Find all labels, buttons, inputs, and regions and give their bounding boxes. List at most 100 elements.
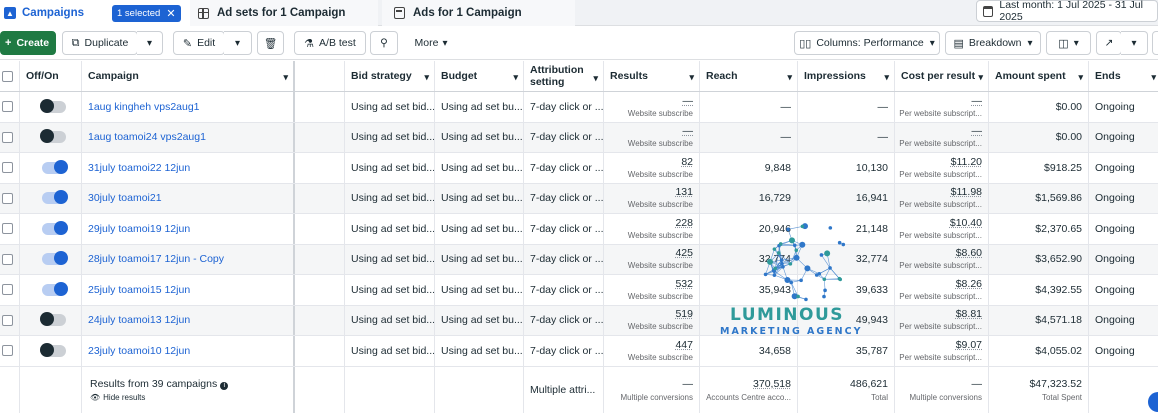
ends-cell: Ongoing — [1089, 214, 1158, 244]
reports-icon: ◫ — [1058, 37, 1069, 50]
results-value: 228 — [675, 216, 693, 229]
edit-dropdown-button[interactable] — [224, 31, 252, 55]
clear-selection-icon[interactable]: ✕ — [166, 7, 176, 20]
campaign-toggle[interactable] — [40, 98, 66, 113]
col-amount-spent[interactable]: Amount spent ▾ — [989, 61, 1089, 91]
ends-cell: Ongoing — [1089, 153, 1158, 183]
row-toggle-cell — [20, 244, 82, 274]
row-checkbox[interactable] — [2, 284, 13, 296]
table-row[interactable]: 24july toamoi13 12jun Using ad set bid...… — [0, 305, 1158, 336]
col-impressions[interactable]: Impressions ▾ — [798, 61, 895, 91]
amount-spent-value: $0.00 — [1055, 100, 1082, 113]
pencil-icon: ✎ — [182, 37, 193, 50]
overflow-button[interactable] — [1152, 31, 1158, 55]
row-checkbox[interactable] — [2, 253, 13, 265]
table-row[interactable]: 29july toamoi19 12jun Using ad set bid...… — [0, 214, 1158, 245]
row-checkbox[interactable] — [2, 131, 13, 143]
info-icon[interactable]: i — [220, 381, 229, 390]
col-bid-strategy[interactable]: Bid strategy ▾ — [345, 61, 435, 91]
export-button[interactable]: ↗ — [1096, 31, 1122, 55]
campaign-name-cell: 24july toamoi13 12jun — [82, 305, 295, 335]
campaign-name-link[interactable]: 30july toamoi21 — [88, 192, 162, 205]
row-checkbox[interactable] — [2, 162, 13, 174]
columns-button[interactable]: ▯▯ Columns: Performance ▾ — [794, 31, 940, 55]
col-campaign[interactable]: Campaign ▾ — [82, 61, 295, 91]
edit-button[interactable]: ✎ Edit — [173, 31, 225, 55]
campaign-name-link[interactable]: 31july toamoi22 12jun — [88, 161, 191, 174]
col-off-on[interactable]: Off/On — [20, 61, 82, 91]
table-row[interactable]: 31july toamoi22 12jun Using ad set bid...… — [0, 153, 1158, 184]
campaign-toggle[interactable] — [40, 312, 66, 327]
tab-ads[interactable]: Ads for 1 Campaign — [382, 0, 575, 26]
campaign-name-link[interactable]: 23july toamoi10 12jun — [88, 344, 191, 357]
row-checkbox[interactable] — [2, 101, 13, 113]
breakdown-button[interactable]: ▤ Breakdown ▾ — [945, 31, 1041, 55]
impressions-cell: 39,633 — [798, 275, 895, 305]
campaign-name-link[interactable]: 24july toamoi13 12jun — [88, 314, 191, 327]
table-row[interactable]: 1aug kingheh vps2aug1 Using ad set bid...… — [0, 92, 1158, 123]
campaign-name-link[interactable]: 28july toamoi17 12jun - Copy — [88, 253, 224, 266]
results-value: 131 — [675, 186, 693, 199]
footer-reach-value: 370,518 — [753, 377, 791, 390]
row-select-cell — [0, 244, 20, 274]
col-ends[interactable]: Ends ▾ — [1089, 61, 1158, 91]
breakdown-label: Breakdown — [968, 37, 1022, 49]
reports-button[interactable]: ◫ ▾ — [1046, 31, 1091, 55]
campaign-name-link[interactable]: 1aug toamoi24 vps2aug1 — [88, 131, 206, 144]
footer-attribution-text: Multiple attri... — [530, 383, 596, 396]
col-cost-per-result[interactable]: Cost per result ▾ — [895, 61, 989, 91]
table-row[interactable]: 1aug toamoi24 vps2aug1 Using ad set bid..… — [0, 122, 1158, 153]
impressions-cell: 49,943 — [798, 305, 895, 335]
campaign-toggle[interactable] — [42, 190, 68, 205]
sort-caret-icon: ▾ — [424, 72, 429, 82]
select-all-checkbox[interactable] — [2, 70, 13, 82]
row-checkbox[interactable] — [2, 314, 13, 326]
date-range-picker[interactable]: Last month: 1 Jul 2025 - 31 Jul 2025 — [976, 0, 1158, 23]
impressions-value: — — [877, 100, 889, 113]
watermark-name: LUMINOUS — [730, 305, 844, 325]
campaign-name-link[interactable]: 25july toamoi15 12jun — [88, 283, 191, 296]
ab-test-button[interactable]: ⚗ A/B test — [294, 31, 366, 55]
campaign-name-link[interactable]: 1aug kingheh vps2aug1 — [88, 100, 200, 113]
selected-chip[interactable]: 1 selected ✕ — [112, 4, 181, 22]
col-attribution[interactable]: Attribution setting ▾ — [524, 61, 604, 91]
campaign-toggle[interactable] — [40, 342, 66, 357]
impressions-cell: 21,148 — [798, 214, 895, 244]
duplicate-button[interactable]: ⧉ Duplicate — [62, 31, 138, 55]
campaign-name-link[interactable]: 29july toamoi19 12jun — [88, 222, 191, 235]
table-row[interactable]: 28july toamoi17 12jun - Copy Using ad set… — [0, 244, 1158, 275]
ends-value: Ongoing — [1095, 100, 1135, 113]
amount-spent-cell: $4,055.02 — [989, 336, 1089, 366]
row-checkbox[interactable] — [2, 345, 13, 357]
col-reach[interactable]: Reach ▾ — [700, 61, 798, 91]
budget-cell: Using ad set bu... — [435, 92, 524, 122]
duplicate-dropdown-button[interactable] — [137, 31, 163, 55]
table-row[interactable]: 25july toamoi15 12jun Using ad set bid...… — [0, 275, 1158, 306]
table-row[interactable]: 30july toamoi21 Using ad set bid... Using … — [0, 183, 1158, 214]
results-cell: 519 Website subscribe — [604, 305, 700, 335]
tag-button[interactable]: ⚲ — [370, 31, 398, 55]
campaign-toggle[interactable] — [42, 159, 68, 174]
row-checkbox[interactable] — [2, 192, 13, 204]
budget-cell: Using ad set bu... — [435, 275, 524, 305]
tab-adsets[interactable]: Ad sets for 1 Campaign — [190, 0, 378, 26]
campaign-toggle[interactable] — [42, 251, 68, 266]
create-button[interactable]: + Create — [0, 31, 56, 55]
help-bubble-button[interactable] — [1148, 392, 1158, 412]
export-dropdown-button[interactable] — [1121, 31, 1148, 55]
hide-results-link[interactable]: 👁 Hide results — [90, 393, 145, 402]
table-row[interactable]: 23july toamoi10 12jun Using ad set bid...… — [0, 336, 1158, 367]
col-budget[interactable]: Budget ▾ — [435, 61, 524, 91]
cost-per-result-value: $10.40 — [949, 216, 982, 229]
col-results[interactable]: Results ▾ — [604, 61, 700, 91]
tab-campaigns[interactable]: ▲ Campaigns 1 selected ✕ — [0, 0, 190, 26]
row-toggle-cell — [20, 183, 82, 213]
sort-caret-icon: ▾ — [787, 72, 792, 82]
campaign-toggle[interactable] — [42, 281, 68, 296]
campaign-toggle[interactable] — [42, 220, 68, 235]
delete-button[interactable]: 🗑 — [257, 31, 284, 55]
row-checkbox[interactable] — [2, 223, 13, 235]
campaign-toggle[interactable] — [40, 129, 66, 144]
impressions-value: 10,130 — [855, 161, 888, 174]
more-button[interactable]: More ▾ — [404, 31, 458, 55]
